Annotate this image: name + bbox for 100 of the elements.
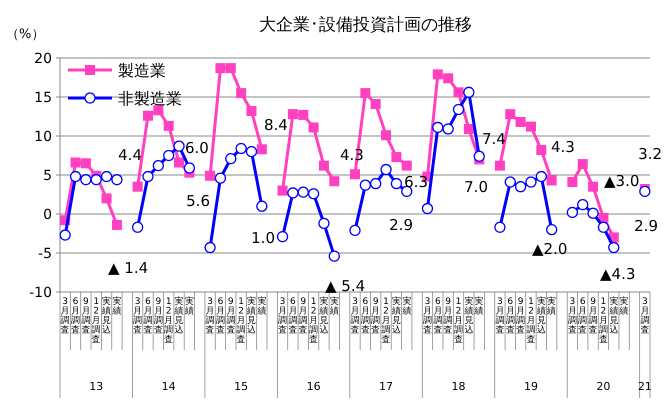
point (442, 123, 454, 135)
x-tick-label: 12月調査 (598, 297, 608, 345)
point (214, 172, 226, 184)
point (390, 178, 402, 190)
x-tick-label: 3月調査 (350, 297, 360, 336)
x-tick-label: 3月調査 (278, 297, 288, 336)
x-tick-label: 3月調査 (206, 297, 215, 336)
x-tick-label: 3月調査 (133, 297, 142, 336)
x-tick-label: 9月調査 (371, 297, 380, 336)
y-tick-label: 20 (34, 51, 52, 67)
annotation: ▲2.0 (532, 240, 568, 258)
x-tick-label: 9月調査 (226, 297, 236, 336)
point (174, 158, 184, 168)
x-tick-label: 実績 (474, 296, 484, 316)
x-tick-label: 12月調査 (309, 297, 318, 345)
chart-title: 大企業･設備投資計画の推移 (259, 15, 472, 35)
annotation: 2.9 (634, 217, 658, 235)
point (587, 208, 599, 219)
text: 14 (162, 380, 176, 393)
point (349, 224, 361, 236)
point (526, 122, 536, 132)
point (504, 176, 516, 188)
annotation: 3.2 (638, 145, 662, 163)
point (225, 152, 236, 164)
y-tick-label: -5 (38, 246, 52, 262)
annotation: 8.4 (264, 116, 288, 134)
x-tick-label: 6月調査 (143, 297, 152, 336)
point (80, 158, 91, 168)
point (142, 110, 153, 121)
x-tick-label: 3月調査 (568, 297, 577, 336)
x-tick-label: 実績 (546, 296, 556, 316)
point (70, 170, 82, 182)
point (360, 88, 370, 98)
x-tick-label: 6月調査 (506, 297, 515, 336)
x-tick-label: 6月調査 (216, 297, 225, 336)
text: 19 (524, 380, 538, 393)
point (536, 170, 547, 182)
x-tick-label: 9月調査 (81, 297, 90, 336)
text: 20 (596, 380, 610, 393)
x-tick-label: 実績 (184, 296, 194, 316)
point (111, 174, 123, 186)
y-tick-label: 0 (43, 207, 52, 223)
point (566, 206, 578, 218)
point (204, 242, 216, 254)
point (360, 179, 371, 191)
x-tick-label: 実績 (256, 296, 266, 316)
annotation: 5.6 (186, 192, 210, 210)
y-tick-label: 15 (34, 90, 52, 106)
x-tick-label: 6月調査 (288, 297, 298, 336)
point (463, 86, 475, 98)
x-tick-label: 12月調査 (236, 297, 246, 345)
x-tick-label: 9月調査 (444, 297, 453, 336)
point (132, 182, 143, 192)
annotation: ▲ 1.4 (108, 259, 148, 277)
y-tick-label: 5 (43, 168, 52, 184)
point (60, 229, 71, 241)
annotation: 6.3 (404, 173, 428, 191)
point (164, 120, 174, 131)
point (588, 182, 598, 192)
point (226, 63, 236, 74)
text: 21 (638, 380, 652, 393)
point (184, 162, 196, 174)
point (514, 181, 526, 192)
point (318, 160, 329, 171)
point (163, 150, 174, 162)
point (525, 176, 537, 188)
point (308, 122, 319, 132)
x-tick-label: 6月調査 (433, 297, 442, 336)
point (298, 186, 309, 198)
point (370, 99, 381, 110)
annotation: ▲ 5.4 (325, 277, 366, 295)
point (215, 63, 226, 74)
x-tick-label: 実績見込 (101, 296, 112, 336)
x-tick-label: 実績見込 (246, 296, 256, 336)
point (256, 144, 267, 154)
point (308, 188, 320, 200)
x-tick-label: 3月調査 (422, 297, 432, 336)
x-tick-label: 12月調査 (382, 297, 391, 345)
point (276, 230, 288, 242)
x-tick-label: 9月調査 (298, 297, 308, 336)
point (235, 142, 247, 154)
point (578, 159, 588, 170)
point (454, 87, 464, 98)
point (494, 160, 505, 171)
point (380, 164, 392, 176)
x-tick-label: 3月調査 (495, 297, 504, 336)
x-tick-label: 実績見込 (463, 296, 474, 336)
point (536, 145, 546, 156)
x-tick-label: 実績見込 (608, 296, 618, 336)
point (391, 152, 402, 162)
point (70, 158, 81, 168)
text: 18 (452, 380, 466, 393)
annotation: 4.3 (551, 138, 575, 156)
point (516, 116, 526, 127)
x-tick-label: 6月調査 (578, 297, 588, 336)
x-tick-label: 6月調査 (360, 297, 370, 336)
point (246, 146, 258, 158)
point (370, 178, 382, 190)
text: 16 (306, 380, 321, 393)
y-tick-label: 10 (34, 129, 52, 145)
